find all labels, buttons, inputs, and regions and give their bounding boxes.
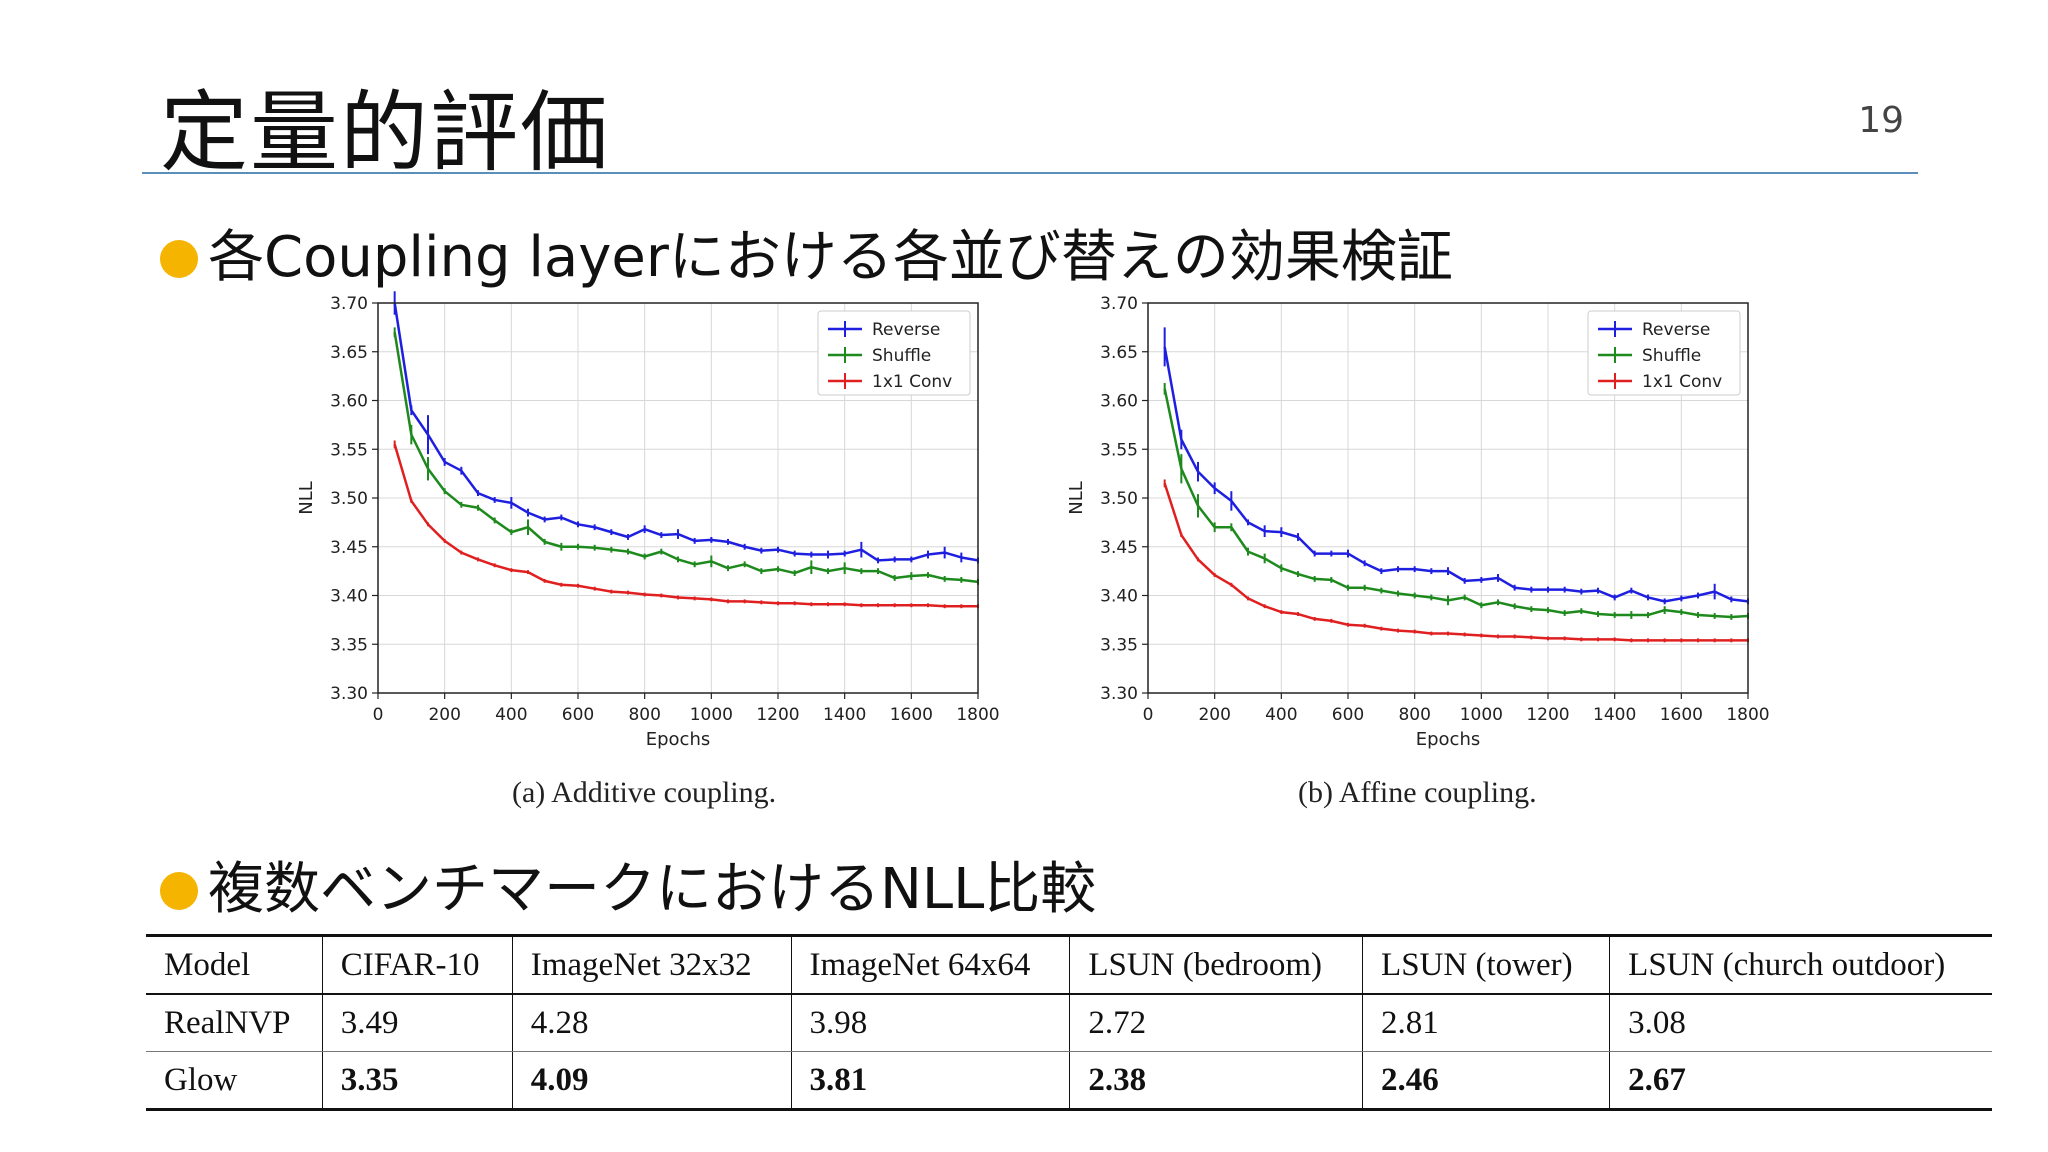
legend-label: Reverse [872, 320, 940, 340]
y-tick-label: 3.60 [330, 392, 368, 412]
x-tick-label: 1800 [1726, 705, 1769, 725]
title-divider [142, 172, 1918, 174]
x-tick-label: 1800 [956, 705, 999, 725]
cell-value: 4.28 [511, 994, 792, 1052]
series-line [1163, 388, 1749, 619]
y-tick-label: 3.35 [1100, 635, 1138, 655]
header-imagenet64: ImageNet 64x64 [790, 935, 1070, 994]
x-tick-label: 1000 [1460, 705, 1503, 725]
x-tick-label: 1200 [1526, 705, 1569, 725]
cell-value-best: 2.67 [1609, 1051, 1992, 1110]
y-tick-label: 3.50 [1100, 489, 1138, 509]
y-tick-label: 3.45 [1100, 538, 1138, 558]
cell-value-best: 4.09 [511, 1051, 792, 1110]
cell-value: 3.49 [321, 994, 513, 1052]
y-tick-label: 3.65 [330, 343, 368, 363]
x-tick-label: 200 [428, 705, 460, 725]
bullet-text: 複数ベンチマークにおけるNLL比較 [208, 857, 1097, 922]
x-tick-label: 400 [495, 705, 527, 725]
x-tick-label: 1600 [1660, 705, 1703, 725]
table-row-glow: Glow 3.35 4.09 3.81 2.38 2.46 2.67 [146, 1051, 1992, 1110]
bullet-dot-icon [160, 872, 198, 910]
chart-additive-coupling: 0 200 400 600 800 1000 1200 1400 1600 1800 3.30 3.3… [290, 288, 1010, 762]
cell-value-best: 2.38 [1069, 1051, 1363, 1110]
series-line [1163, 346, 1749, 603]
legend-label: Shuffle [872, 346, 931, 366]
header-imagenet32: ImageNet 32x32 [511, 935, 792, 994]
y-tick-label: 3.55 [330, 440, 368, 460]
x-tick-label: 1000 [690, 705, 733, 725]
y-axis-label: NLL [1066, 481, 1087, 515]
y-tick-label: 3.65 [1100, 343, 1138, 363]
legend-label: 1x1 Conv [872, 372, 952, 392]
slide-title: 定量的評価 [160, 81, 611, 184]
y-tick-label: 3.30 [1100, 684, 1138, 704]
x-tick-label: 0 [1143, 705, 1154, 725]
cell-value: 3.98 [790, 994, 1070, 1052]
legend-label: 1x1 Conv [1642, 372, 1722, 392]
chart-affine-svg: 0 200 400 600 800 1000 1200 1400 1600 1800 3.30 3.3… [1066, 294, 1770, 750]
page-number: 19 [1858, 100, 1904, 141]
cell-value-best: 3.35 [321, 1051, 513, 1110]
x-tick-label: 200 [1198, 705, 1230, 725]
cell-value-best: 2.46 [1362, 1051, 1610, 1110]
legend-label: Shuffle [1642, 346, 1701, 366]
y-tick-label: 3.55 [1100, 440, 1138, 460]
y-tick-label: 3.45 [330, 538, 368, 558]
x-axis-label: Epochs [1416, 729, 1481, 750]
table-row-realnvp: RealNVP 3.49 4.28 3.98 2.72 2.81 3.08 [146, 994, 1992, 1052]
cell-value-best: 3.81 [790, 1051, 1070, 1110]
x-tick-label: 600 [1332, 705, 1364, 725]
x-tick-label: 800 [1398, 705, 1430, 725]
header-lsun-tower: LSUN (tower) [1362, 935, 1610, 994]
y-tick-label: 3.70 [330, 294, 368, 314]
x-tick-label: 800 [628, 705, 660, 725]
cell-model: RealNVP [146, 994, 323, 1052]
caption-additive: (a) Additive coupling. [512, 776, 777, 809]
cell-model: Glow [164, 1061, 238, 1098]
y-tick-label: 3.60 [1100, 392, 1138, 412]
x-tick-label: 1600 [890, 705, 933, 725]
x-axis-label: Epochs [646, 729, 711, 750]
series-line [393, 332, 979, 584]
bullet-nll-comparison: 複数ベンチマークにおけるNLL比較 [160, 844, 1096, 925]
y-tick-label: 3.40 [1100, 587, 1138, 607]
x-tick-label: 400 [1265, 705, 1297, 725]
bullet-text: 各Coupling layerにおける各並び替えの効果検証 [208, 225, 1453, 290]
x-tick-label: 600 [562, 705, 594, 725]
y-tick-label: 3.30 [330, 684, 368, 704]
legend-label: Reverse [1642, 320, 1710, 340]
series-line [393, 444, 978, 608]
x-tick-label: 1200 [756, 705, 799, 725]
header-model: Model [164, 946, 251, 983]
legend-box [817, 310, 971, 396]
x-tick-label: 1400 [823, 705, 866, 725]
legend-box [1587, 310, 1741, 396]
series-line [393, 302, 979, 562]
x-tick-label: 0 [373, 705, 384, 725]
bullet-coupling-comparison: 各Coupling layerにおける各並び替えの効果検証 [160, 212, 1453, 293]
y-tick-label: 3.50 [330, 489, 368, 509]
y-tick-label: 3.40 [330, 587, 368, 607]
chart-affine-coupling: 0 200 400 600 800 1000 1200 1400 1600 1800 3.30 3.3… [1060, 288, 1780, 762]
y-axis-label: NLL [296, 481, 317, 515]
caption-affine: (b) Affine coupling. [1298, 776, 1537, 809]
table-header-row: Model CIFAR-10 ImageNet 32x32 ImageNet 6… [146, 935, 1992, 994]
cell-value: 2.72 [1069, 994, 1363, 1052]
nll-results-table: Model CIFAR-10 ImageNet 32x32 ImageNet 6… [146, 934, 1992, 1111]
header-cifar10: CIFAR-10 [321, 935, 513, 994]
cell-value: 2.81 [1362, 994, 1610, 1052]
series-line [1163, 482, 1748, 642]
x-tick-label: 1400 [1593, 705, 1636, 725]
header-lsun-church: LSUN (church outdoor) [1609, 935, 1992, 994]
header-lsun-bedroom: LSUN (bedroom) [1069, 935, 1363, 994]
chart-additive-svg: 0 200 400 600 800 1000 1200 1400 1600 1800 3.30 3.3… [296, 291, 1000, 750]
y-tick-label: 3.70 [1100, 294, 1138, 314]
bullet-dot-icon [160, 240, 198, 278]
cell-value: 3.08 [1609, 994, 1992, 1052]
y-tick-label: 3.35 [330, 635, 368, 655]
